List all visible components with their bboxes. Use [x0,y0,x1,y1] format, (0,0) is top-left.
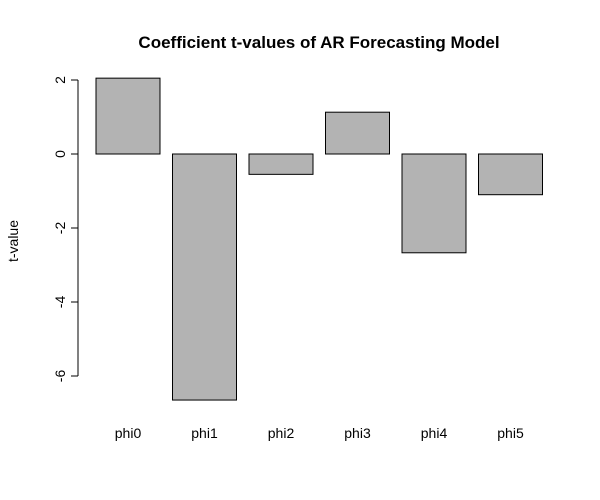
x-tick-label: phi3 [344,425,371,441]
y-tick-label: -2 [52,222,68,235]
x-tick-label: phi1 [191,425,218,441]
bar-phi3 [325,111,390,155]
y-tick-label: 0 [52,150,68,158]
bar-phi0 [95,77,161,155]
x-tick-label: phi2 [268,425,295,441]
x-axis-labels: phi0 phi1 phi2 phi3 phi4 phi5 [115,425,524,441]
chart-title: Coefficient t-values of AR Forecasting M… [138,33,499,52]
bar-phi5 [478,153,543,196]
bar-phi4 [401,153,467,254]
y-tick-label: -6 [52,370,68,383]
x-tick-label: phi5 [497,425,524,441]
y-axis-ticks: -6 -4 -2 0 2 [52,76,78,382]
bar-phi1 [172,153,237,401]
bar-phi2 [248,153,314,175]
y-tick-label: 2 [52,76,68,84]
x-tick-label: phi4 [421,425,448,441]
y-tick-label: -4 [52,296,68,309]
bars [95,77,543,401]
y-axis-label: t-value [5,220,21,262]
x-tick-label: phi0 [115,425,142,441]
